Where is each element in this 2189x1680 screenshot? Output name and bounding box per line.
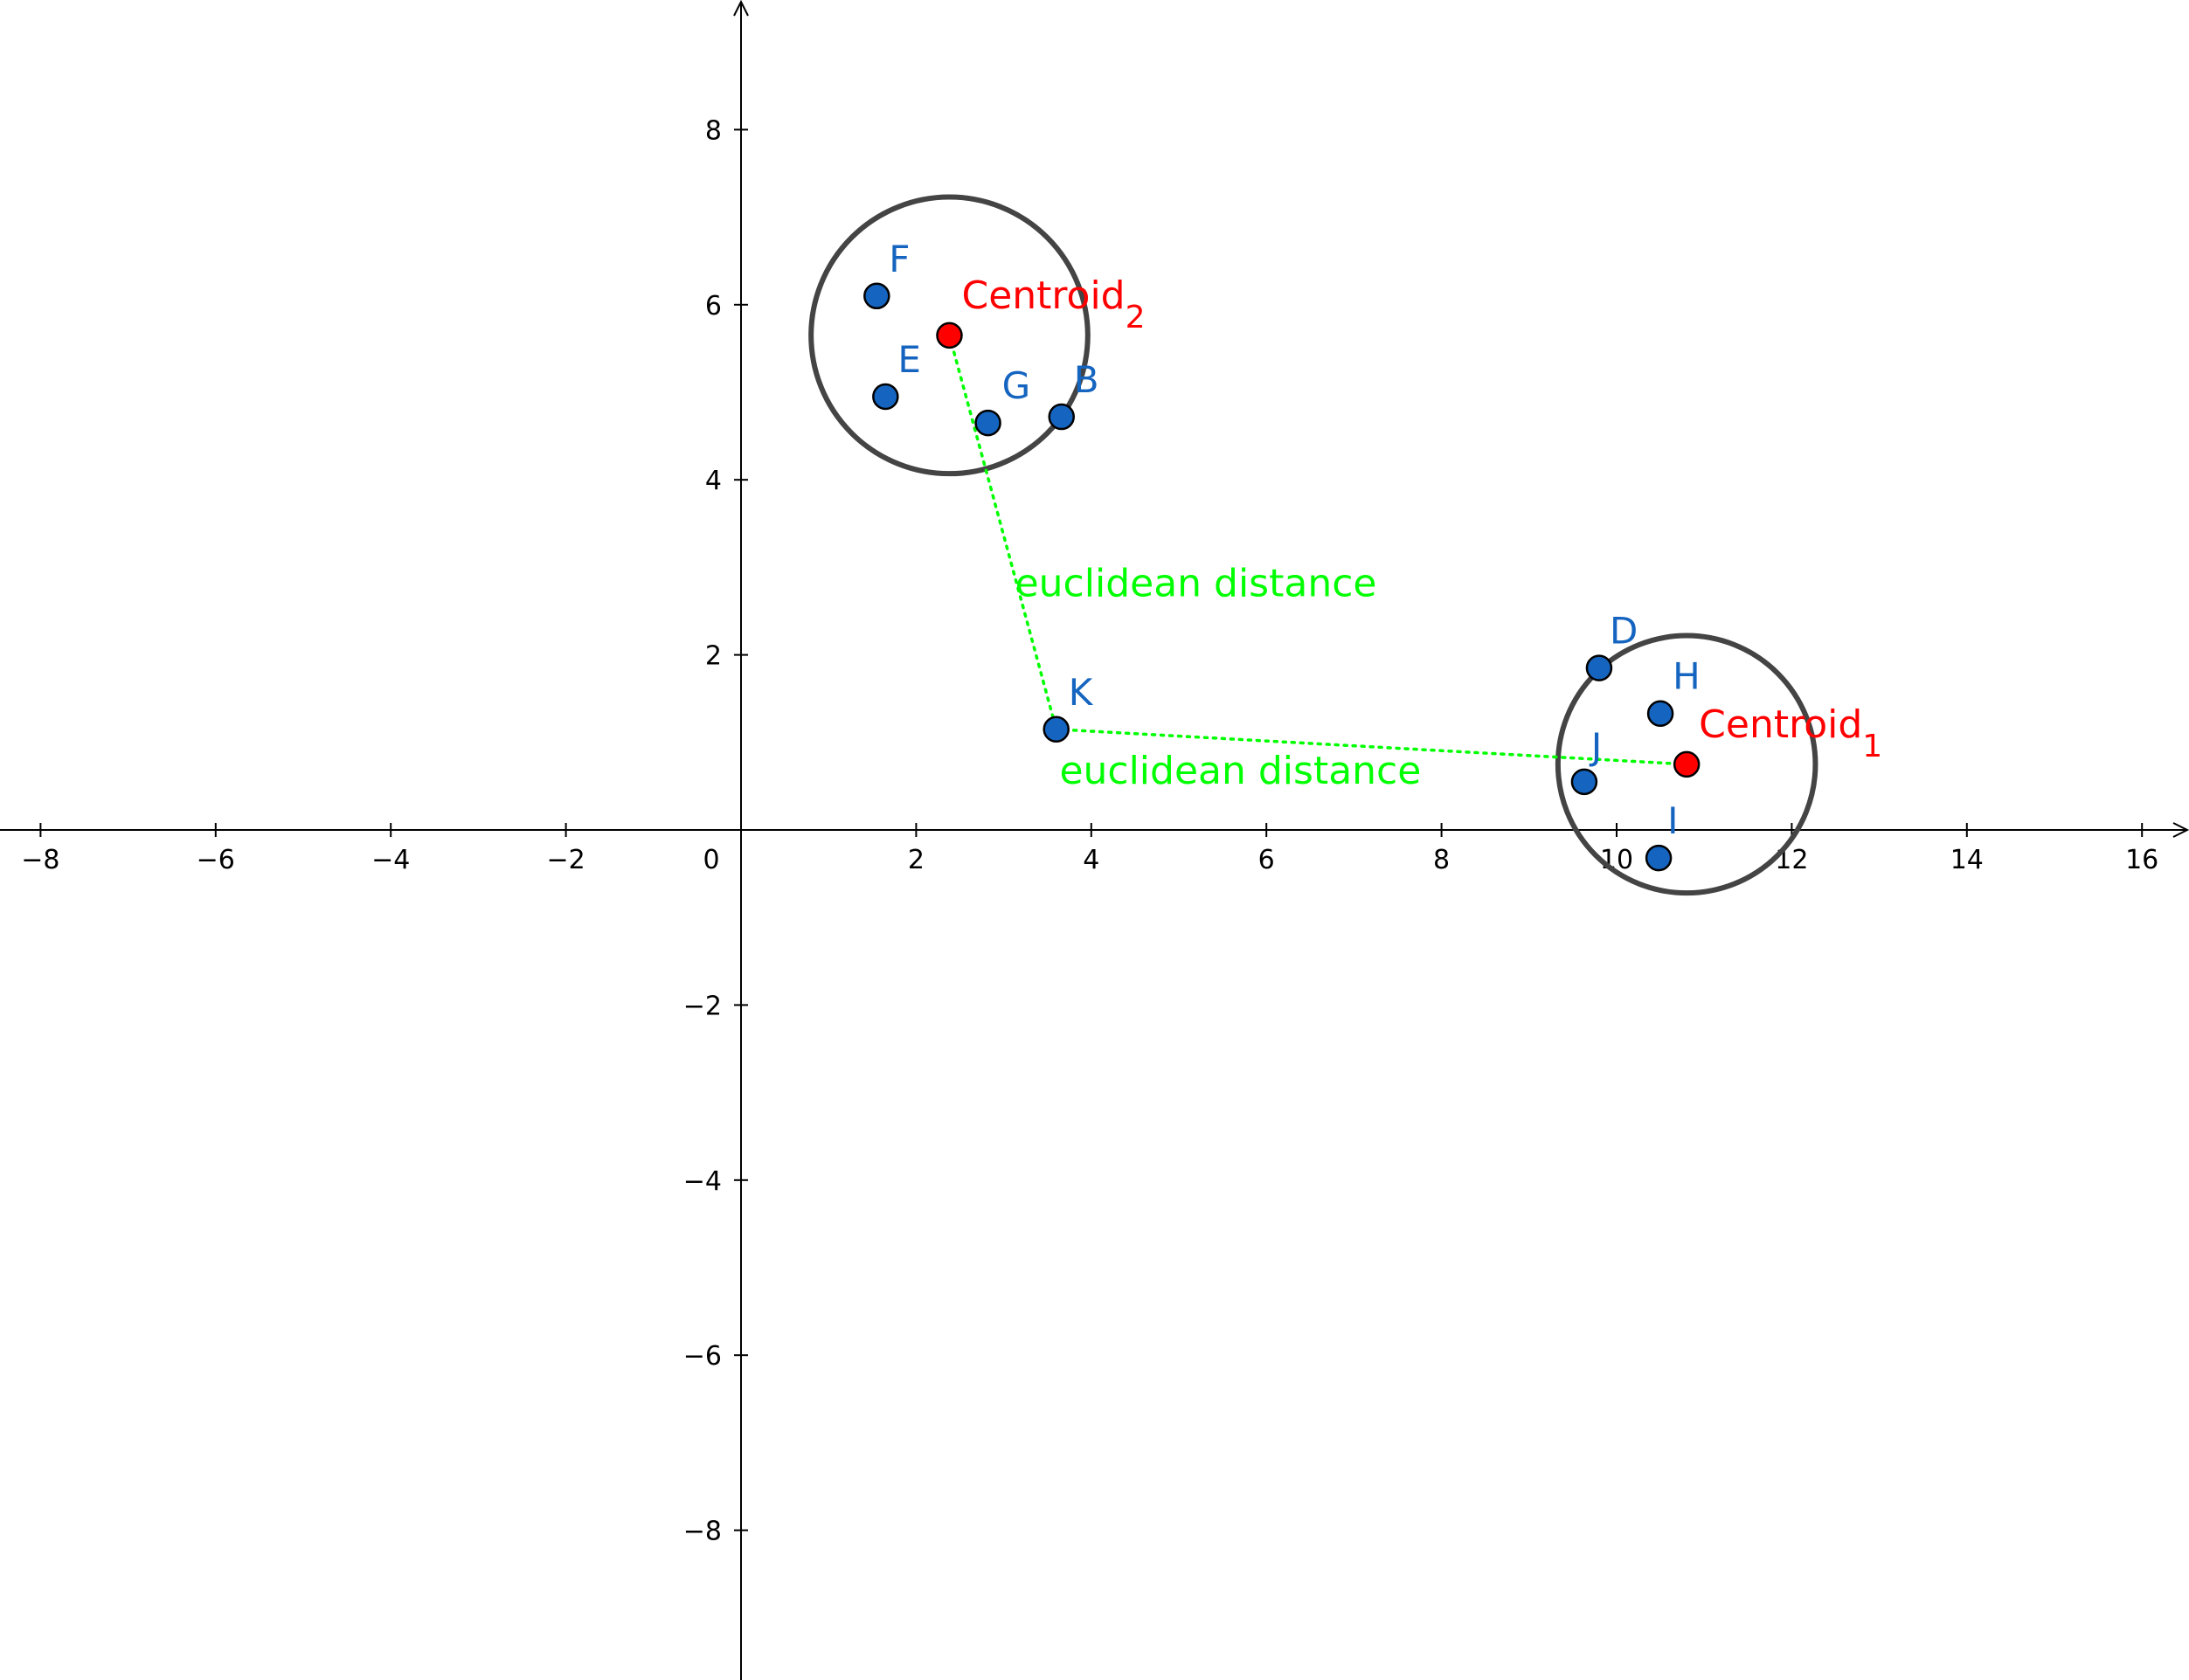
data-point <box>863 282 890 310</box>
point-label: J <box>1589 725 1602 768</box>
x-tick-label: −8 <box>21 845 59 875</box>
cluster-circle <box>808 194 1091 477</box>
data-point <box>1570 768 1598 796</box>
centroid-label: Centroid1 <box>1699 702 1882 764</box>
y-tick-label: −6 <box>683 1341 722 1372</box>
distance-label: euclidean distance <box>1015 561 1377 605</box>
point-label: H <box>1673 655 1701 698</box>
data-point <box>974 409 1001 437</box>
distance-line <box>1054 728 1688 766</box>
x-tick-label: 8 <box>1433 845 1450 875</box>
data-point <box>872 383 899 411</box>
y-tick-label: −8 <box>683 1517 722 1547</box>
y-tick-label: 2 <box>705 641 722 672</box>
x-tick-label: 0 <box>703 845 719 875</box>
labels: euclidean distance euclidean distance F E G B… <box>889 238 1882 842</box>
x-tick-label: −4 <box>371 845 410 875</box>
centroid-point <box>1673 750 1701 778</box>
data-points <box>863 282 1701 872</box>
point-label: B <box>1074 358 1099 401</box>
x-tick-label: 16 <box>2125 845 2158 875</box>
cluster-circle <box>1555 633 1818 896</box>
y-tick-label: 8 <box>705 115 722 146</box>
distance-line <box>947 334 1058 731</box>
point-label: E <box>897 338 921 381</box>
cluster-circles <box>808 194 1818 896</box>
data-point <box>1043 716 1070 743</box>
y-tick-label: −4 <box>683 1166 722 1197</box>
distance-label: euclidean distance <box>1059 749 1421 793</box>
point-label: F <box>889 238 910 280</box>
data-point <box>1645 844 1673 872</box>
centroid-label: Centroid2 <box>961 273 1145 335</box>
data-point <box>1048 403 1075 431</box>
data-point <box>1646 700 1674 727</box>
x-tick-label: −6 <box>197 845 235 875</box>
x-tick-label: 14 <box>1950 845 1984 875</box>
y-tick-label: 4 <box>705 466 722 496</box>
point-label: I <box>1667 799 1678 842</box>
distance-lines <box>947 334 1688 766</box>
x-tick-label: −2 <box>546 845 585 875</box>
y-tick-label: 6 <box>705 291 722 321</box>
centroid-point <box>936 321 963 349</box>
x-tick-label: 4 <box>1083 845 1099 875</box>
data-point <box>1585 654 1613 681</box>
x-tick-label: 6 <box>1258 845 1275 875</box>
point-label: G <box>1002 364 1031 407</box>
point-label: D <box>1610 610 1638 653</box>
x-tick-label: 2 <box>908 845 925 875</box>
y-tick-label: −2 <box>683 991 722 1021</box>
point-label: K <box>1069 671 1094 714</box>
